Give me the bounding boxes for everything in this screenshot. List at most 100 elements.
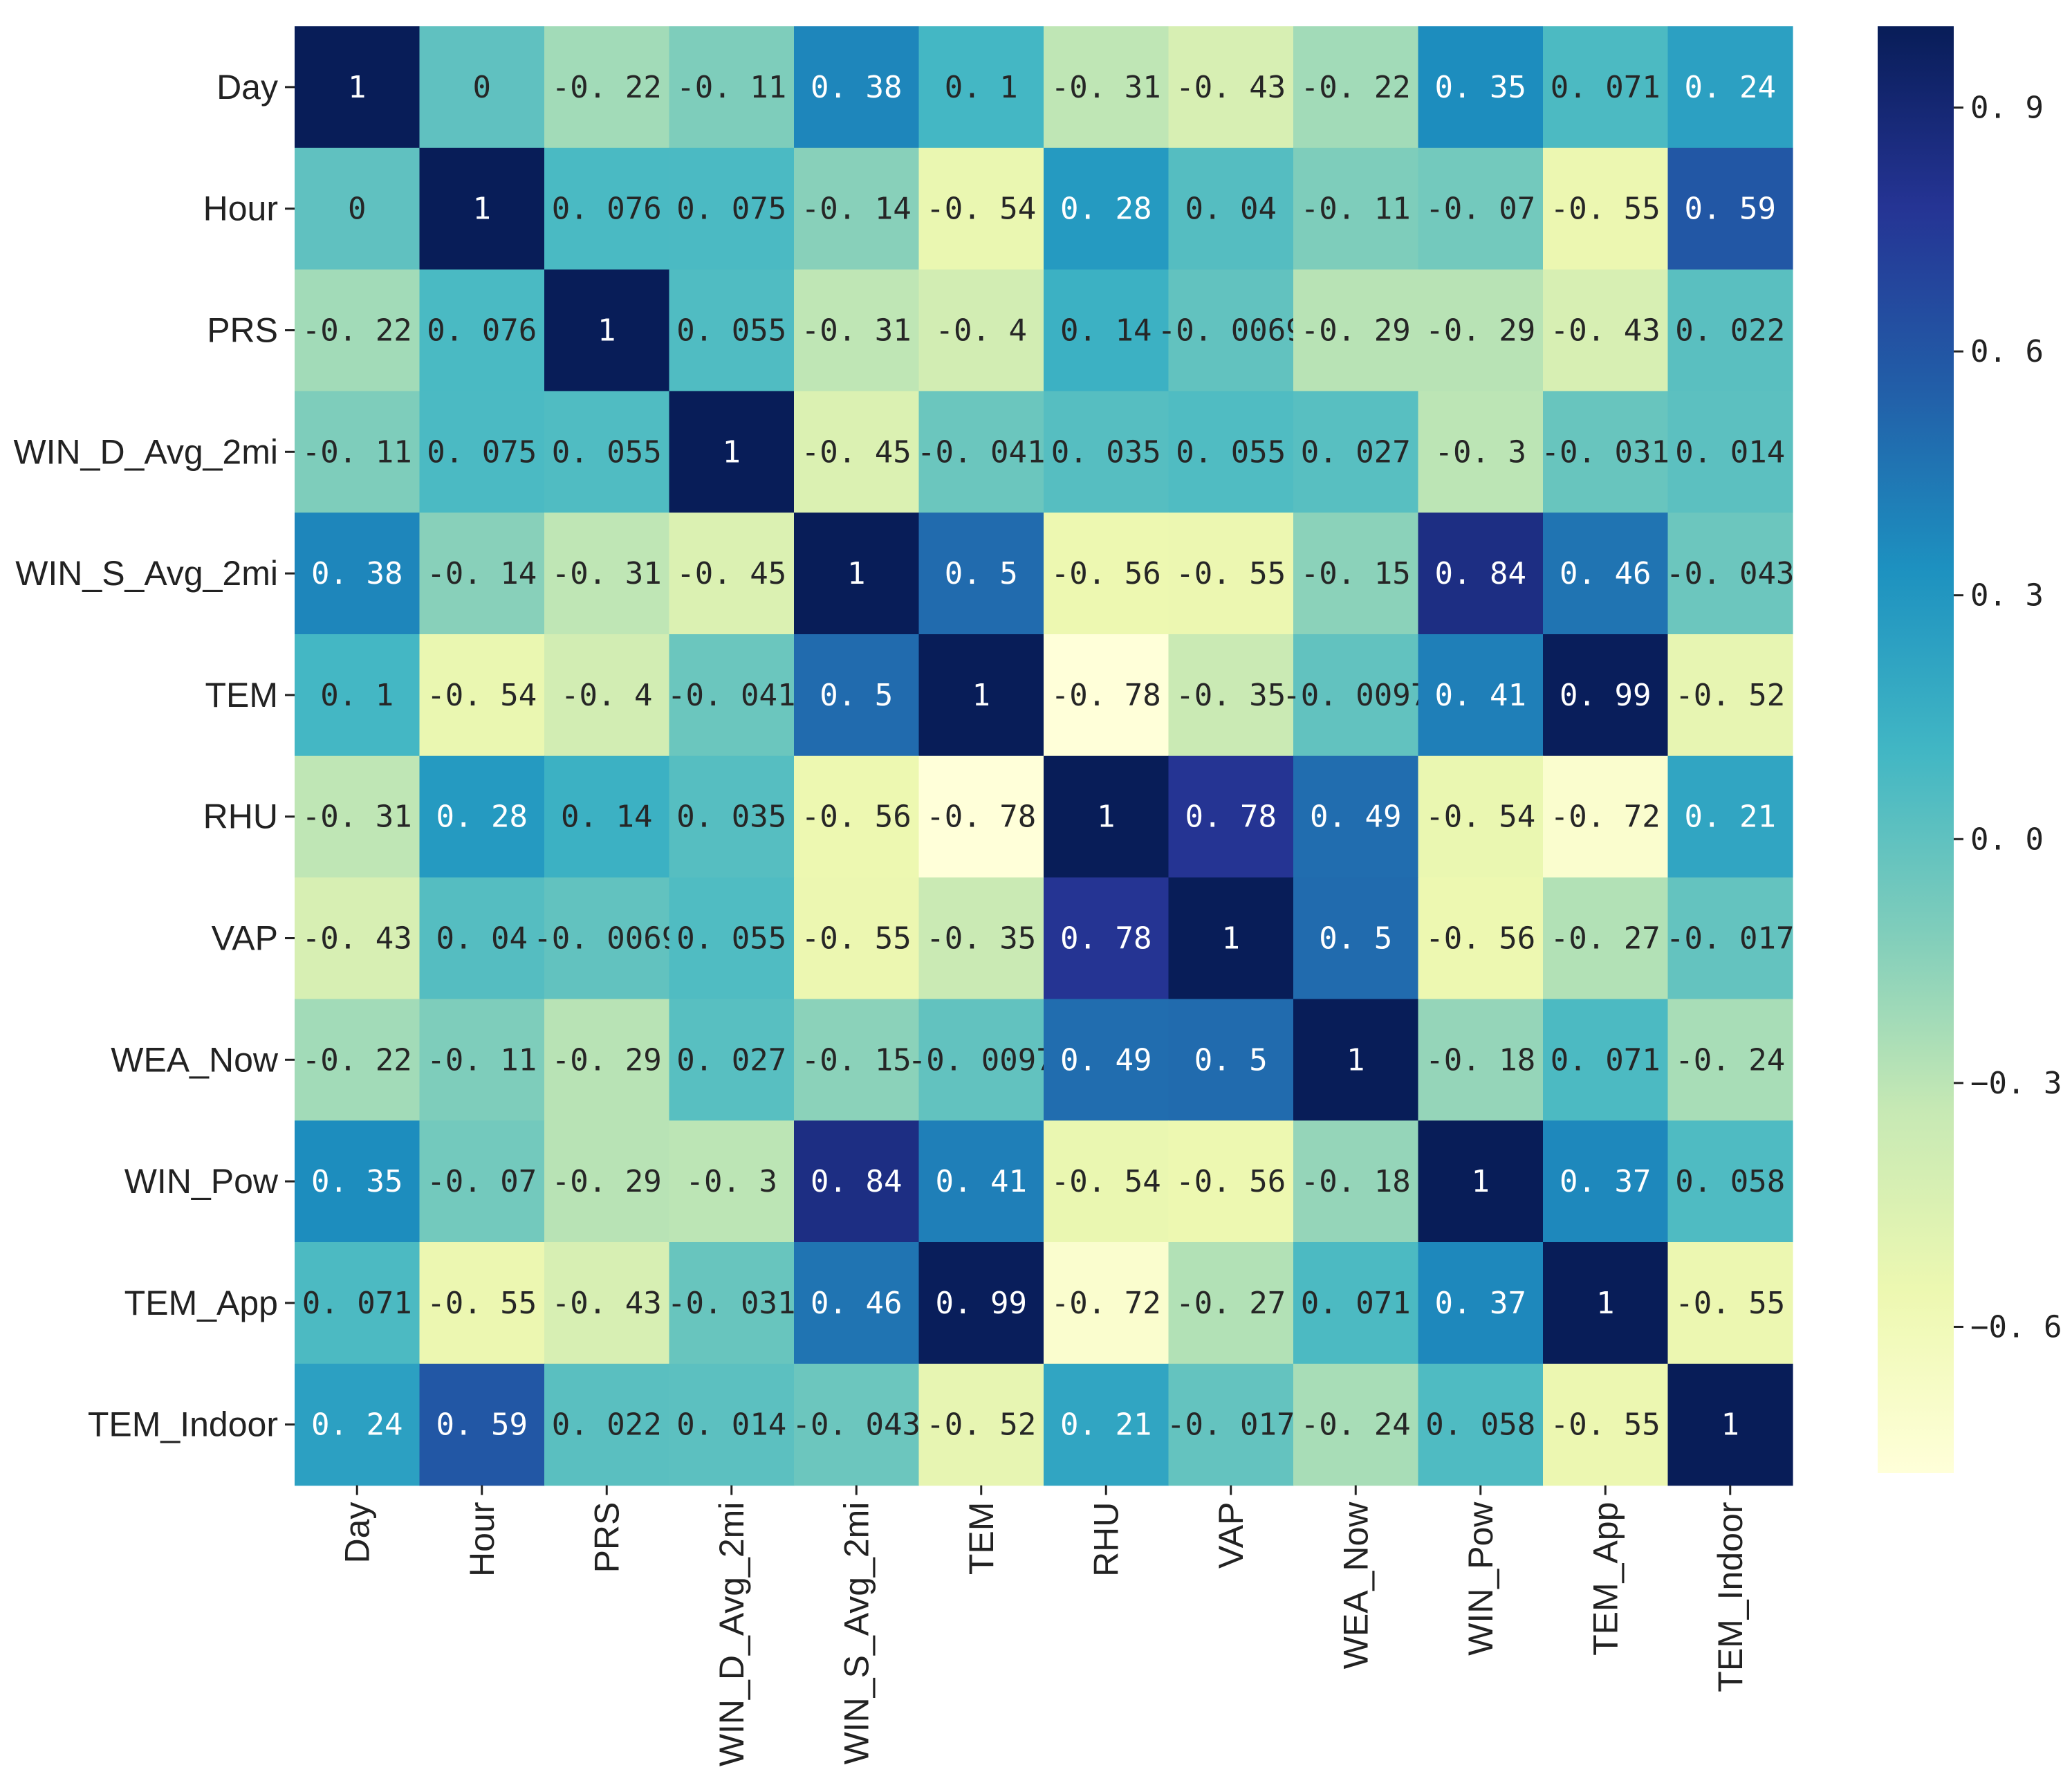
heatmap-cell [1543,26,1669,149]
column-tick-label: WIN_S_Avg_2mi [837,1502,876,1765]
heatmap-cell [1667,512,1793,635]
cell-value-label: -0. 35 [1176,678,1286,713]
heatmap-cell [1418,755,1544,878]
cell-value-label: 0. 35 [1435,70,1526,105]
row-tick-label: Day [216,68,278,107]
heatmap-cell [1543,1120,1669,1243]
cell-value-label: 1 [1472,1164,1490,1199]
row-tick-label: WIN_Pow [124,1162,279,1201]
heatmap-cell [544,147,670,270]
cell-value-label: -0. 0069 [533,921,680,957]
cell-value-label: 0. 071 [1301,1286,1411,1321]
cell-value-label: -0. 22 [302,313,412,349]
heatmap-cell [1418,1242,1544,1365]
cell-value-label: 0. 37 [1560,1164,1651,1199]
heatmap-cell [544,26,670,149]
heatmap-cell [1293,1363,1419,1486]
heatmap-cell [918,1242,1044,1365]
column-tick-label: RHU [1086,1502,1125,1577]
cell-value-label: -0. 31 [302,800,412,835]
heatmap-cell [794,1120,920,1243]
heatmap-cell [669,1242,795,1365]
heatmap-cell [1293,1242,1419,1365]
heatmap-cell [1543,512,1669,635]
heatmap-cell [295,512,420,635]
colorbar-tick-label: 0. 9 [1970,91,2044,126]
heatmap-cell [1044,1242,1169,1365]
colorbar-tick-label: 0. 6 [1970,334,2044,369]
cell-value-label: 0 [348,192,367,227]
heatmap-cell [918,147,1044,270]
heatmap-cell [419,391,545,513]
heatmap-cell [1543,877,1669,999]
heatmap-cell [1667,755,1793,878]
column-tick-label: TEM_App [1586,1502,1625,1656]
heatmap-cell [295,147,420,270]
column-tick-label: PRS [587,1502,626,1573]
heatmap-cell [295,999,420,1121]
heatmap-cell [794,147,920,270]
cell-value-label: 0. 076 [427,313,537,349]
cell-value-label: -0. 22 [552,70,662,105]
heatmap-cell [1044,1120,1169,1243]
cell-value-label: 0. 24 [311,1407,403,1443]
heatmap-cell [1543,391,1669,513]
heatmap-cell [1418,147,1544,270]
heatmap-cell [1667,269,1793,391]
heatmap-cells: 1 0 -0. 22 -0. 11 0. 38 0. 1 -0. 31 -0. 43 -0. 2… [295,26,1794,1486]
heatmap-cell [419,999,545,1121]
heatmap-cell [544,1242,670,1365]
row-tick-label: WEA_Now [111,1040,279,1079]
cell-value-label: 0. 076 [552,192,662,227]
column-tick-label: WIN_D_Avg_2mi [712,1502,751,1767]
cell-value-label: -0. 55 [802,921,912,957]
heatmap-cell [1293,147,1419,270]
heatmap-cell [1543,634,1669,757]
heatmap-cell [544,512,670,635]
row-tick-label: Hour [203,190,278,228]
heatmap-cell [1667,999,1793,1121]
cell-value-label: -0. 0069 [1158,313,1304,349]
heatmap-cell [1293,269,1419,391]
heatmap-cell [1044,634,1169,757]
cell-value-label: 0. 04 [436,921,528,957]
cell-value-label: -0. 56 [802,800,912,835]
cell-value-label: 1 [348,70,367,105]
heatmap-cell [544,269,670,391]
cell-value-label: 0. 37 [1435,1286,1526,1321]
cell-value-label: 0. 1 [320,678,394,713]
heatmap-cell [1044,877,1169,999]
heatmap-cell [794,999,920,1121]
heatmap-cell [1044,26,1169,149]
cell-value-label: -0. 55 [1551,1407,1661,1443]
cell-value-label: -0. 31 [1051,70,1161,105]
heatmap-cell [918,269,1044,391]
cell-value-label: 0. 027 [1301,434,1411,470]
heatmap-cell [1168,26,1294,149]
heatmap-cell [918,634,1044,757]
cell-value-label: -0. 72 [1551,800,1661,835]
cell-value-label: -0. 043 [793,1407,921,1443]
cell-value-label: -0. 43 [1551,313,1661,349]
column-tick-label: WIN_Pow [1461,1502,1500,1656]
column-tick-label: Day [337,1502,376,1564]
heatmap-cell [295,1363,420,1486]
cell-value-label: 0. 41 [1435,678,1526,713]
heatmap-cell [295,269,420,391]
heatmap-cell [1168,999,1294,1121]
heatmap-cell [1044,999,1169,1121]
heatmap-cell [669,999,795,1121]
cell-value-label: 0. 022 [552,1407,662,1443]
cell-value-label: 0. 14 [1060,313,1151,349]
heatmap-cell [1543,147,1669,270]
heatmap-cell [295,391,420,513]
cell-value-label: 0. 014 [676,1407,786,1443]
heatmap-cell [1168,512,1294,635]
heatmap-cell [794,877,920,999]
colorbar-tick-label: 0. 0 [1970,822,2044,857]
cell-value-label: -0. 35 [926,921,1036,957]
heatmap-cell [918,877,1044,999]
cell-value-label: -0. 52 [926,1407,1036,1443]
heatmap-cell [544,634,670,757]
cell-value-label: -0. 11 [676,70,786,105]
